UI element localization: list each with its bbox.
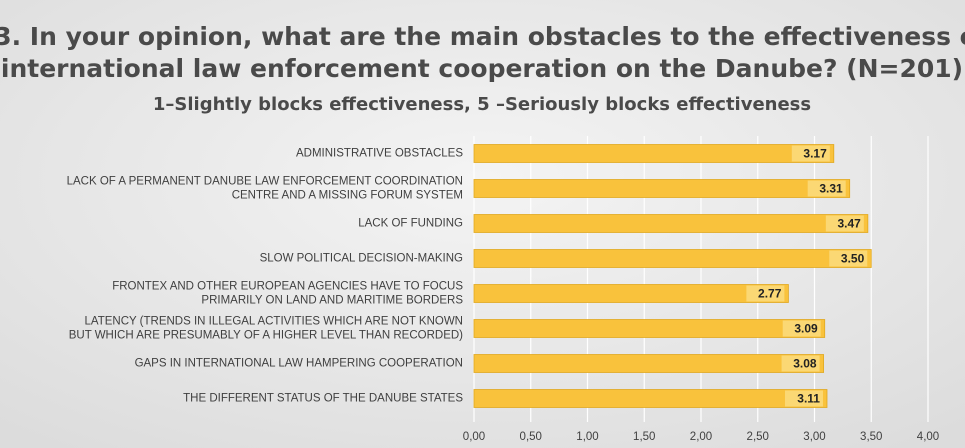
- value-label-box: [825, 215, 864, 232]
- x-tick-label: 0,50: [520, 431, 542, 443]
- bar: [473, 284, 789, 303]
- x-tick-label: 2,00: [690, 431, 712, 443]
- y-tick-label: BUT WHICH ARE PRESUMABLY OF A HIGHER LEV…: [69, 330, 463, 342]
- value-label: 3.31: [819, 182, 843, 196]
- value-label-box: [784, 390, 823, 407]
- bar: [473, 389, 828, 408]
- bar: [473, 214, 869, 233]
- bar: [473, 249, 872, 268]
- value-label: 3.47: [837, 217, 861, 231]
- chart-title: international law enforcement cooperatio…: [1, 54, 963, 83]
- value-label-box: [791, 145, 830, 162]
- value-label-box: [781, 355, 820, 372]
- value-label: 3.50: [841, 252, 865, 266]
- y-tick-label: SLOW POLITICAL DECISION-MAKING: [260, 253, 463, 265]
- value-label-box: [782, 320, 821, 337]
- y-tick-label: GAPS IN INTERNATIONAL LAW HAMPERING COOP…: [135, 358, 463, 370]
- y-tick-label: PRIMARILY ON LAND AND MARITIME BORDERS: [201, 295, 463, 307]
- value-label: 3.08: [793, 357, 817, 371]
- x-tick-label: 1,00: [576, 431, 598, 443]
- y-tick-label: CENTRE AND A MISSING FORUM SYSTEM: [232, 190, 463, 202]
- value-label: 3.11: [797, 392, 820, 406]
- value-label: 3.09: [794, 322, 818, 336]
- value-label-box: [829, 250, 868, 267]
- bar: [473, 144, 835, 163]
- chart-subtitle: 1–Slightly blocks effectiveness, 5 –Seri…: [153, 94, 811, 115]
- bar: [473, 354, 824, 373]
- value-label-box: [746, 285, 785, 302]
- chart-title: d3. In your opinion, what are the main o…: [0, 22, 965, 51]
- y-tick-label: FRONTEX AND OTHER EUROPEAN AGENCIES HAVE…: [112, 281, 463, 293]
- x-tick-label: 2,50: [747, 431, 769, 443]
- y-tick-label: LACK OF FUNDING: [358, 218, 463, 230]
- y-tick-label: ADMINISTRATIVE OBSTACLES: [296, 148, 463, 160]
- y-tick-label: LATENCY (TRENDS IN ILLEGAL ACTIVITIES WH…: [84, 316, 463, 328]
- x-tick-label: 1,50: [633, 431, 655, 443]
- value-label: 3.17: [803, 147, 827, 161]
- bar: [473, 179, 851, 198]
- value-label-box: [807, 180, 846, 197]
- x-tick-label: 4,00: [917, 431, 939, 443]
- bar: [473, 319, 826, 338]
- y-tick-label: THE DIFFERENT STATUS OF THE DANUBE STATE…: [183, 393, 463, 405]
- y-tick-label: LACK OF A PERMANENT DANUBE LAW ENFORCEME…: [67, 176, 463, 188]
- value-label: 2.77: [758, 287, 782, 301]
- x-tick-label: 0,00: [463, 431, 485, 443]
- x-tick-label: 3,50: [860, 431, 882, 443]
- x-tick-label: 3,00: [803, 431, 825, 443]
